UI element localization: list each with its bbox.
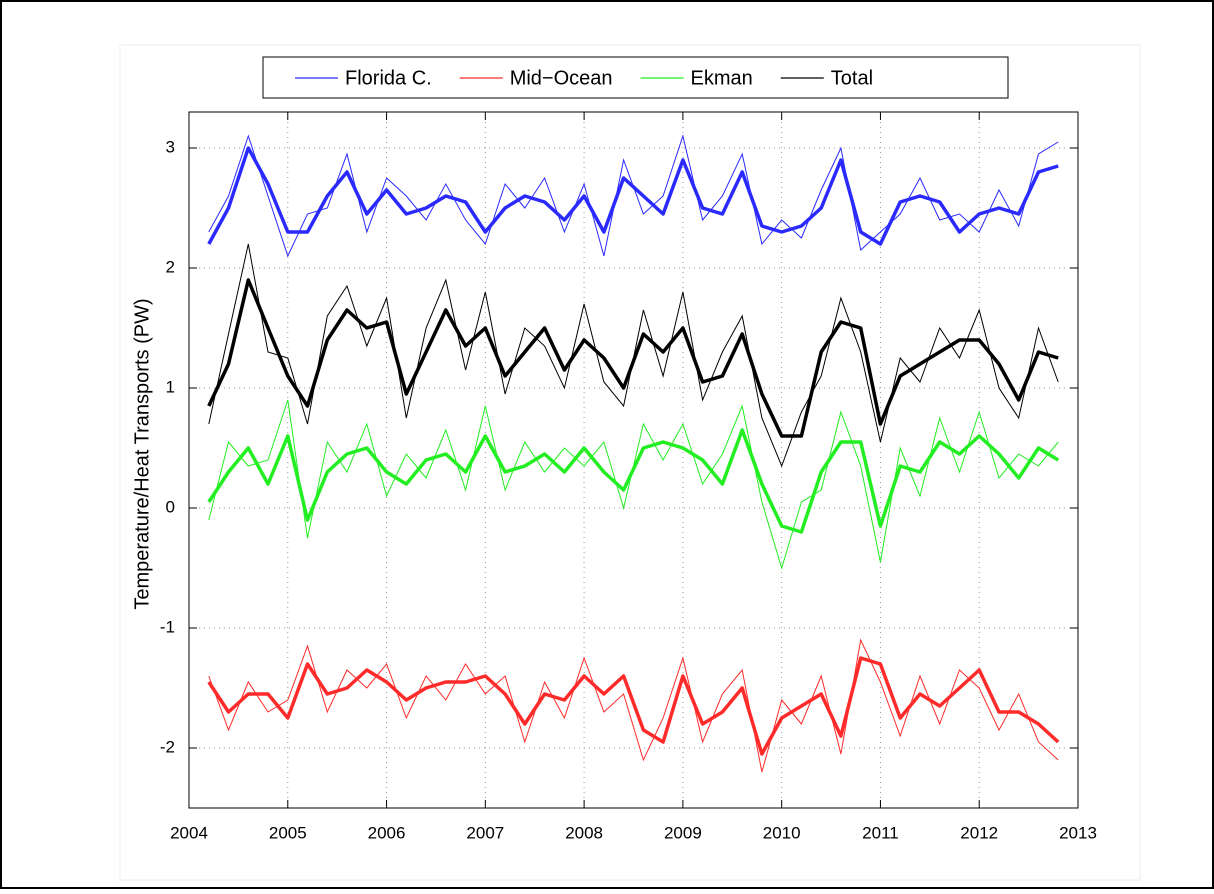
x-tick-label: 2008 [565, 823, 603, 842]
legend-label: Florida C. [345, 67, 432, 89]
y-axis-label: Temperature/Heat Transports (PW) [131, 298, 153, 609]
x-tick-label: 2010 [763, 823, 801, 842]
y-tick-label: 0 [166, 497, 175, 516]
x-tick-label: 2012 [960, 823, 998, 842]
legend-label: Mid−Ocean [510, 67, 613, 89]
smoothed-line [207, 656, 1060, 756]
x-tick-label: 2011 [862, 823, 899, 842]
y-tick-label: 2 [166, 257, 175, 276]
y-tick-label: -2 [160, 737, 175, 756]
y-tick-label: 3 [166, 137, 175, 156]
y-tick-label: -1 [160, 617, 175, 636]
figure-area [119, 44, 1141, 881]
legend-label: Total [831, 67, 873, 89]
x-tick-label: 2004 [170, 823, 208, 842]
smoothed-line [207, 428, 1060, 534]
x-tick-label: 2007 [466, 823, 504, 842]
smoothed-line [207, 146, 1059, 246]
x-tick-label: 2005 [269, 823, 307, 842]
smoothed-line [207, 278, 1059, 438]
x-tick-label: 2006 [368, 823, 406, 842]
plot-border [188, 111, 1079, 809]
series-line [208, 638, 1059, 773]
x-tick-label: 2013 [1059, 823, 1097, 842]
y-tick-label: 1 [166, 377, 175, 396]
x-tick-label: 2009 [664, 823, 702, 842]
legend [262, 56, 1009, 99]
legend-label: Ekman [691, 67, 753, 89]
